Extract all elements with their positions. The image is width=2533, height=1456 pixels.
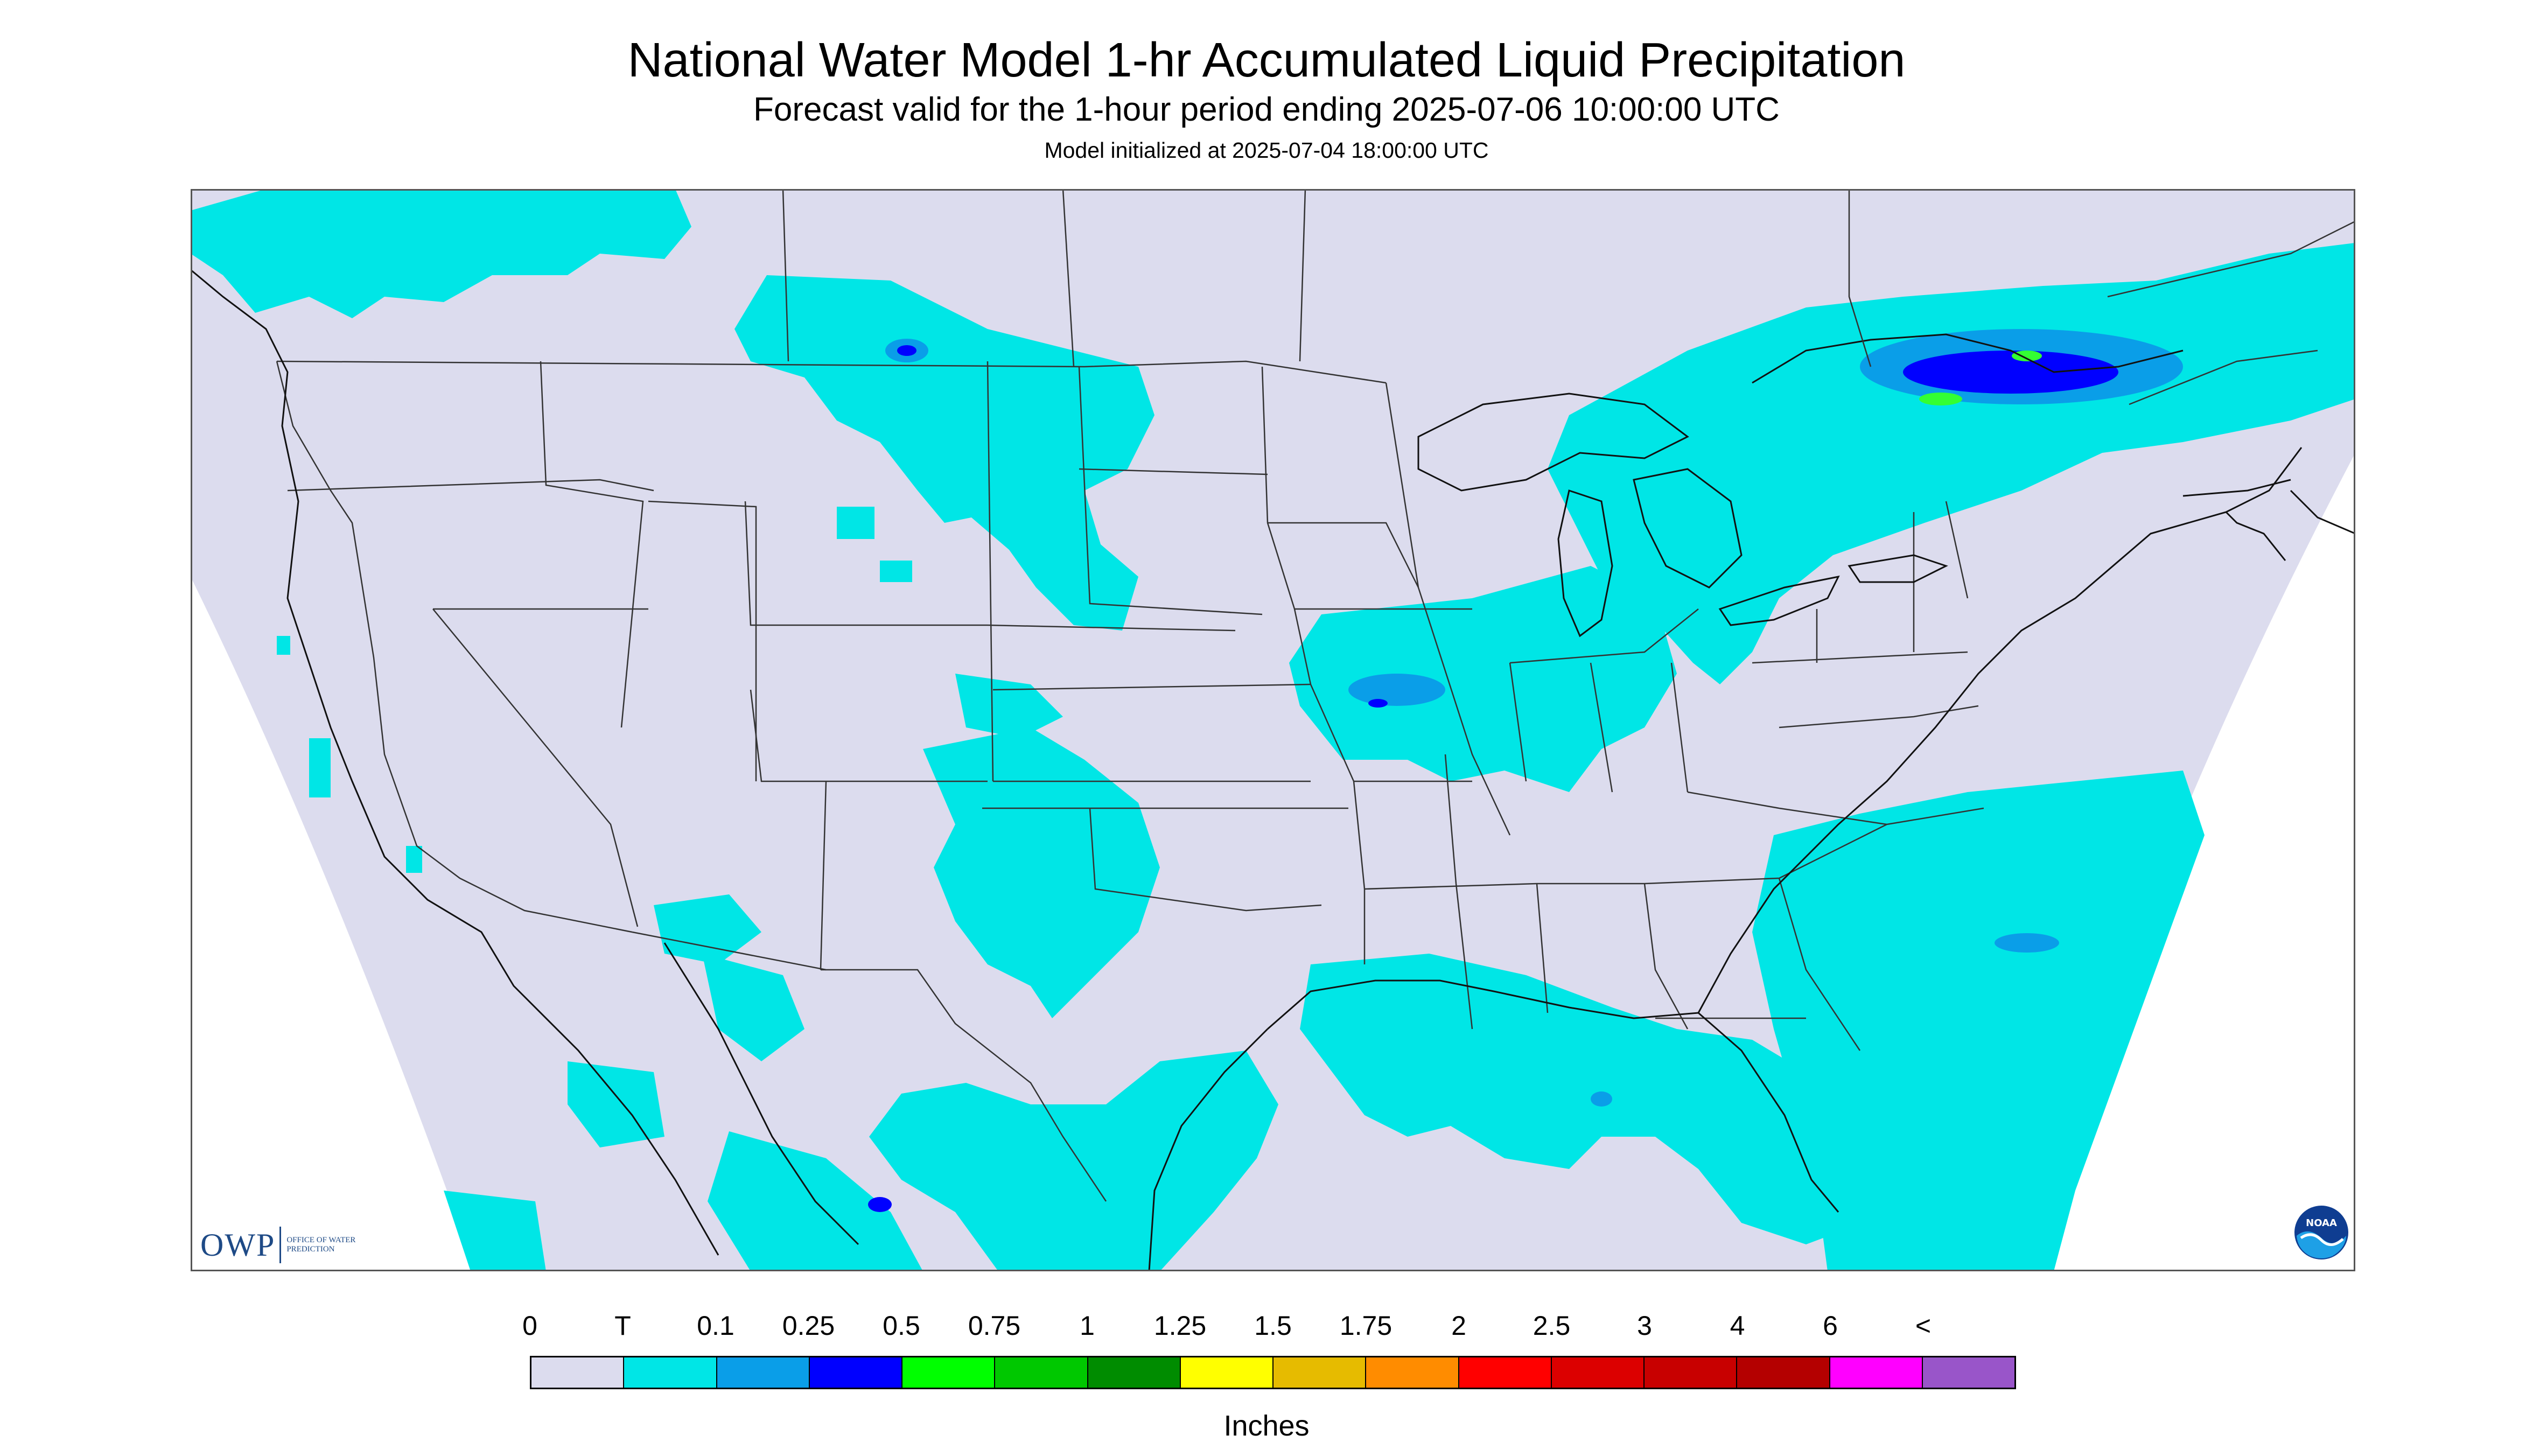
legend-tick-label: 2 xyxy=(1451,1311,1466,1341)
legend-tick-label: 0.5 xyxy=(883,1311,920,1341)
legend-tick-label: 0.25 xyxy=(782,1311,835,1341)
legend-swatch xyxy=(717,1357,810,1388)
legend-swatch xyxy=(1459,1357,1552,1388)
legend-tick-label: 4 xyxy=(1730,1311,1745,1341)
precip-area-dakotas xyxy=(734,275,1154,631)
legend-tick-label: 2.5 xyxy=(1533,1311,1571,1341)
legend-swatch xyxy=(1180,1357,1274,1388)
legend-tick-label: 1.75 xyxy=(1339,1311,1393,1341)
precip-cell-carolina-light xyxy=(1995,933,2059,953)
chart-subtitle: Forecast valid for the 1-hour period end… xyxy=(753,91,1780,128)
legend-tick-label: 6 xyxy=(1823,1311,1838,1341)
legend-swatch xyxy=(1645,1357,1738,1388)
owp-logo-divider xyxy=(279,1227,282,1263)
precip-area-colorado xyxy=(955,674,1063,738)
chart-title: National Water Model 1-hr Accumulated Li… xyxy=(627,33,1906,87)
precip-area-atlantic xyxy=(1752,771,2205,1271)
legend-tick-label: 1.25 xyxy=(1153,1311,1207,1341)
canada-borders xyxy=(782,189,2355,405)
precip-area-oklahoma xyxy=(923,727,1160,1018)
legend-units-label: Inches xyxy=(1223,1410,1310,1442)
precip-area-new-mexico xyxy=(654,894,761,964)
legend-swatch xyxy=(1922,1357,2014,1388)
legend-tick-label: 0.75 xyxy=(968,1311,1021,1341)
legend-tick-label: 0.1 xyxy=(697,1311,734,1341)
lake-huron xyxy=(1633,468,1743,589)
legend-swatch xyxy=(531,1357,625,1388)
precip-area-arizona-south xyxy=(702,954,804,1061)
precipitation-map xyxy=(191,189,2355,1271)
model-initialized-text: Model initialized at 2025-07-04 18:00:00… xyxy=(1044,138,1489,163)
noaa-logo: NOAA xyxy=(2293,1205,2349,1261)
owp-logo-mark: OWP xyxy=(200,1227,276,1263)
precip-cell-mexico-moderate xyxy=(868,1197,892,1212)
precip-cell-oregon xyxy=(277,636,290,655)
legend-tick-label: 1.5 xyxy=(1254,1311,1292,1341)
lake-erie xyxy=(1718,575,1840,626)
precip-cell-quebec-moderate xyxy=(1903,351,2118,394)
owp-logo-text: OFFICE OF WATER PREDICTION xyxy=(286,1236,356,1254)
owp-logo: OWP OFFICE OF WATER PREDICTION xyxy=(200,1226,362,1264)
precip-cell-nevada xyxy=(309,738,331,797)
coastlines xyxy=(191,269,2355,1271)
lake-michigan xyxy=(1557,489,1613,638)
precip-cell-iowa-moderate xyxy=(1368,699,1388,708)
noaa-logo-text: NOAA xyxy=(2306,1217,2337,1229)
legend-swatch xyxy=(1366,1357,1459,1388)
legend-tick-label: 3 xyxy=(1637,1311,1652,1341)
precip-heavy-cells xyxy=(1919,351,2042,405)
legend-swatch xyxy=(1088,1357,1181,1388)
precip-cell-wyoming xyxy=(837,507,874,539)
legend-colorbar xyxy=(530,1356,2016,1389)
precip-cell-quebec-heavy-2 xyxy=(2012,351,2042,361)
precip-cell-iowa-light xyxy=(1348,674,1445,706)
precip-cell-idaho xyxy=(880,561,912,582)
legend-swatch xyxy=(1737,1357,1830,1388)
legend-tick-label: 0 xyxy=(522,1311,537,1341)
legend-tick-label: < xyxy=(1915,1311,1932,1341)
precipitation-areas xyxy=(191,189,2355,1271)
precip-cell-quebec-heavy-1 xyxy=(1919,393,1962,405)
great-lakes xyxy=(1417,393,1948,638)
precip-moderate-cells xyxy=(868,345,2118,1212)
legend-swatch xyxy=(1551,1357,1645,1388)
map-border xyxy=(191,189,2355,1271)
legend-tick-label: 1 xyxy=(1080,1311,1095,1341)
precip-area-midwest xyxy=(1289,566,1677,792)
lake-superior xyxy=(1417,393,1689,492)
precip-cell-gulf-light xyxy=(1591,1091,1612,1107)
legend-swatch xyxy=(1830,1357,1923,1388)
precip-area-bc xyxy=(191,189,691,318)
lake-ontario xyxy=(1848,554,1948,583)
precip-area-texas-mexico xyxy=(869,1051,1278,1271)
precip-cell-california xyxy=(406,846,422,873)
legend-tick-label: T xyxy=(614,1311,631,1341)
legend-swatch xyxy=(1274,1357,1367,1388)
legend-swatch xyxy=(624,1357,717,1388)
precip-cell-montana-moderate xyxy=(897,345,916,356)
state-borders xyxy=(276,360,1984,1202)
legend-swatch xyxy=(809,1357,902,1388)
precip-area-baja xyxy=(444,1191,546,1271)
legend-swatch xyxy=(995,1357,1088,1388)
legend-swatch xyxy=(902,1357,996,1388)
